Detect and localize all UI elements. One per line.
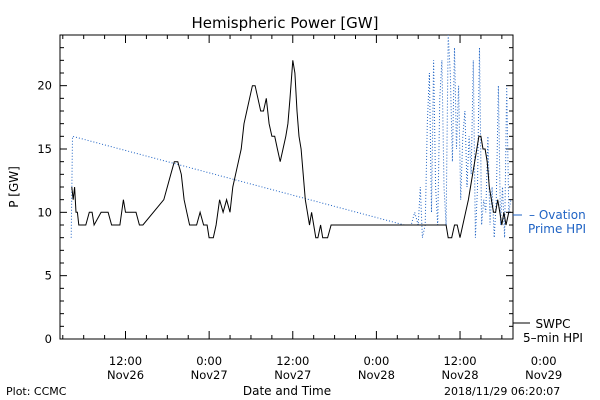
x-axis-label: Date and Time [243,384,331,398]
x-tick-time-label: 0:00 [531,354,557,368]
y-axis-label: P [GW] [7,166,21,208]
y-tick-label: 5 [45,269,52,283]
chart-title: Hemispheric Power [GW] [192,14,379,32]
x-tick-time-label: 12:00 [443,354,476,368]
x-tick-date-label: Nov27 [191,368,228,382]
x-axis: 12:00Nov260:00Nov2712:00Nov270:00Nov2812… [62,35,562,382]
y-tick-label: 10 [37,205,52,219]
x-tick-date-label: Nov26 [107,368,144,382]
legend-ovation-line2: Prime HPI [528,222,586,236]
legend-swpc-line1: SWPC [535,317,570,331]
footer-timestamp: 2018/11/29 06:20:07 [444,385,560,398]
x-tick-time-label: 12:00 [276,354,309,368]
plot-frame [59,34,514,340]
x-tick-date-label: Nov28 [441,368,478,382]
x-tick-time-label: 0:00 [363,354,389,368]
x-tick-date-label: Nov29 [525,368,562,382]
x-tick-time-label: 12:00 [109,354,142,368]
legend-swpc-line2: 5–min HPI [523,331,583,345]
x-tick-time-label: 0:00 [196,354,222,368]
x-tick-date-label: Nov28 [358,368,395,382]
y-tick-label: 15 [37,142,52,156]
series-swpc-line [71,60,511,239]
footer-credit: Plot: CCMC [6,385,67,398]
y-tick-label: 0 [45,332,52,346]
x-tick-date-label: Nov27 [274,368,311,382]
legend-ovation-line1: – Ovation [529,208,586,222]
y-tick-label: 20 [37,79,52,93]
y-axis: 0 5 10 15 20 [37,34,513,346]
series-ovation-prime-line [70,35,512,238]
